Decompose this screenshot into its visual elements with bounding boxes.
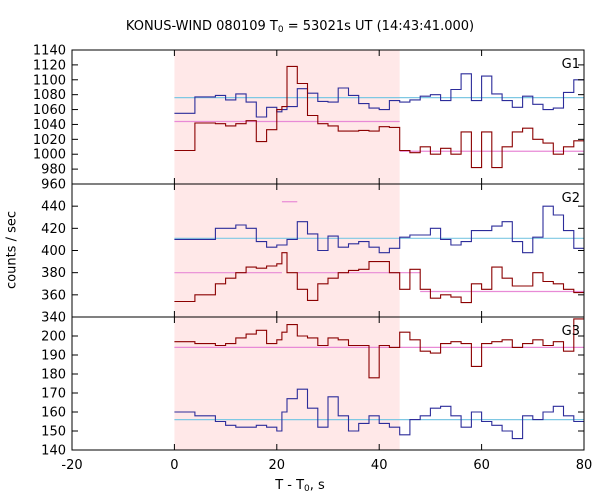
y-tick-label-g3-150: 150 — [41, 425, 66, 440]
x-tick-label-0: 0 — [170, 458, 178, 473]
chart-title-prefix: KONUS-WIND 080109 T — [125, 19, 278, 34]
y-tick-label-g2-380: 380 — [41, 266, 66, 281]
y-tick-label-g2-340: 340 — [41, 311, 66, 326]
chart-title: KONUS-WIND 080109 T0 = 53021s UT (14:43:… — [0, 19, 600, 35]
series-blue-g3 — [174, 388, 584, 440]
y-tick-label-g2-440: 440 — [41, 200, 66, 215]
y-tick-label-g3-180: 180 — [41, 368, 66, 383]
x-axis-label-prefix: T - T — [275, 478, 305, 493]
y-tick-label-g1-1020: 1020 — [33, 133, 66, 148]
x-axis-label-sub: 0 — [304, 484, 310, 494]
y-axis-label-text: counts / sec — [4, 210, 20, 290]
y-tick-label-g3-190: 190 — [41, 349, 66, 364]
y-tick-label-g1-1040: 1040 — [33, 118, 66, 133]
y-tick-label-g2-420: 420 — [41, 222, 66, 237]
y-tick-label-g1-960: 960 — [41, 178, 66, 193]
emission-interval-shade — [174, 50, 400, 450]
x-tick-label-60: 60 — [473, 458, 490, 473]
x-tick-label--20: -20 — [61, 458, 82, 473]
y-tick-label-g3-140: 140 — [41, 444, 66, 459]
panel-frame-g3 — [71, 316, 585, 451]
y-tick-label-g1-1120: 1120 — [33, 58, 66, 73]
y-tick-label-g1-1060: 1060 — [33, 103, 66, 118]
y-tick-label-g3-170: 170 — [41, 387, 66, 402]
x-axis-label: T - T0, s — [0, 478, 600, 494]
x-tick-label-80: 80 — [576, 458, 593, 473]
panel-label-g1: G1 — [562, 57, 580, 72]
y-tick-label-g1-1140: 1140 — [33, 44, 66, 59]
x-axis-label-suffix: , s — [309, 478, 325, 493]
y-tick-label-g2-360: 360 — [41, 288, 66, 303]
chart-title-suffix: = 53021s UT (14:43:41.000) — [283, 19, 475, 34]
y-tick-label-g1-1100: 1100 — [33, 73, 66, 88]
series-red-g3 — [174, 318, 584, 379]
series-blue-g2 — [174, 205, 584, 254]
panel-label-g3: G3 — [562, 324, 580, 339]
series-red-g2 — [174, 252, 584, 304]
chart-title-sub: 0 — [277, 25, 284, 35]
y-tick-label-g1-1000: 1000 — [33, 148, 66, 163]
series-red-g1 — [174, 65, 584, 169]
x-tick-label-40: 40 — [371, 458, 388, 473]
series-blue-g1 — [174, 73, 584, 118]
y-tick-label-g3-160: 160 — [41, 406, 66, 421]
y-tick-label-g2-400: 400 — [41, 244, 66, 259]
y-tick-label-g3-200: 200 — [41, 330, 66, 345]
x-tick-label-20: 20 — [269, 458, 286, 473]
y-tick-label-g1-980: 980 — [41, 163, 66, 178]
y-tick-label-g1-1080: 1080 — [33, 88, 66, 103]
panel-label-g2: G2 — [562, 191, 580, 206]
